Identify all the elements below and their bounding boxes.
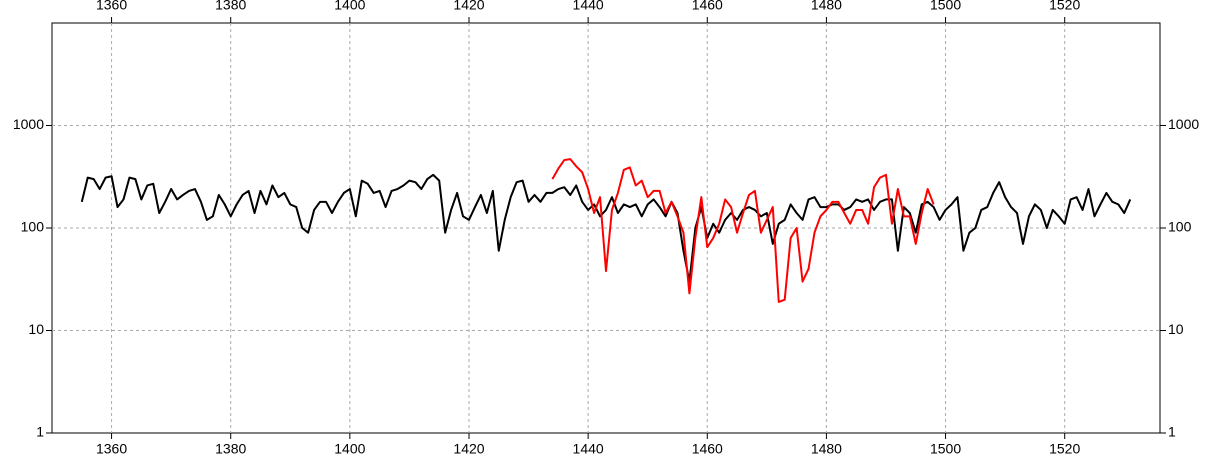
x-tick-label-top: 1460 bbox=[692, 0, 723, 13]
y-tick-label: 10 bbox=[28, 321, 44, 337]
x-tick-label-top: 1380 bbox=[215, 0, 246, 13]
x-tick-label: 1440 bbox=[573, 441, 604, 457]
x-tick-label: 1380 bbox=[215, 441, 246, 457]
x-tick-label-top: 1420 bbox=[453, 0, 484, 13]
x-tick-label-top: 1440 bbox=[573, 0, 604, 13]
y-tick-label: 1 bbox=[36, 424, 44, 440]
x-tick-label-top: 1500 bbox=[930, 0, 961, 13]
x-tick-label: 1400 bbox=[334, 441, 365, 457]
y-tick-label: 100 bbox=[21, 219, 45, 235]
x-tick-label: 1520 bbox=[1049, 441, 1080, 457]
x-tick-label: 1360 bbox=[96, 441, 127, 457]
x-tick-label-top: 1480 bbox=[811, 0, 842, 13]
x-tick-label: 1420 bbox=[453, 441, 484, 457]
x-tick-label-top: 1400 bbox=[334, 0, 365, 13]
series-line bbox=[551, 158, 935, 303]
y-tick-label-right: 10 bbox=[1168, 321, 1184, 337]
x-tick-label-top: 1360 bbox=[96, 0, 127, 13]
y-tick-label-right: 1000 bbox=[1168, 116, 1199, 132]
y-tick-label: 1000 bbox=[13, 116, 44, 132]
x-tick-label: 1460 bbox=[692, 441, 723, 457]
x-tick-label: 1500 bbox=[930, 441, 961, 457]
x-tick-label-top: 1520 bbox=[1049, 0, 1080, 13]
y-tick-label-right: 100 bbox=[1168, 219, 1192, 235]
x-tick-label: 1480 bbox=[811, 441, 842, 457]
y-tick-label-right: 1 bbox=[1168, 424, 1176, 440]
series-line bbox=[80, 173, 1132, 283]
